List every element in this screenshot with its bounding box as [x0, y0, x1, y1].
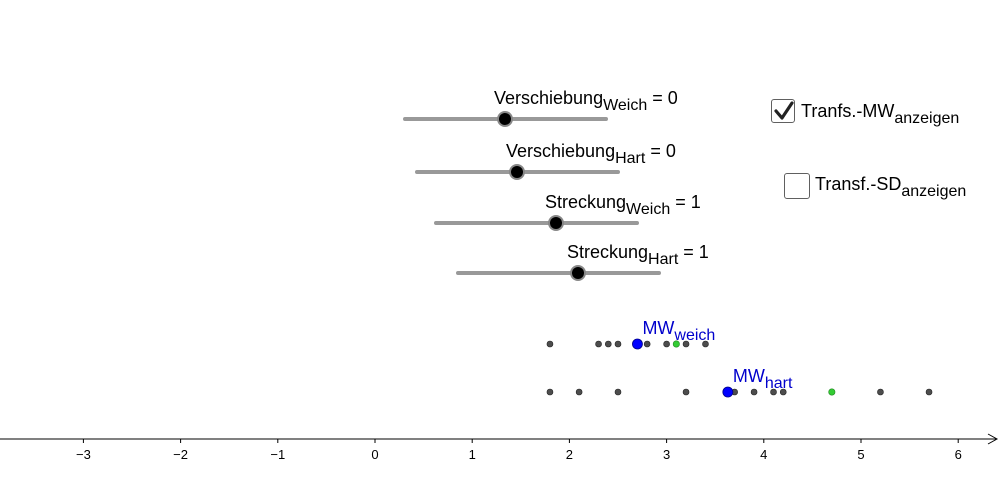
- x-axis-arrow-icon: [987, 433, 999, 445]
- transformed-mean-point[interactable]: [672, 340, 680, 348]
- x-tick-label: 6: [955, 447, 962, 462]
- mean-point[interactable]: [632, 338, 643, 350]
- mean-point[interactable]: [722, 386, 734, 398]
- data-point[interactable]: [702, 340, 709, 348]
- x-axis: −3 −2 −1 0 1 2 3 4 5 6: [0, 433, 999, 462]
- data-point[interactable]: [595, 340, 602, 348]
- slider-label: StreckungHart = 1: [567, 242, 709, 268]
- show-transf-sd-checkbox[interactable]: [784, 173, 810, 199]
- data-point-rows: MWweich MWhart: [546, 318, 933, 398]
- slider-knob[interactable]: [550, 217, 562, 229]
- x-tick-label: 4: [760, 447, 767, 462]
- data-point[interactable]: [682, 388, 690, 396]
- x-tick-label: 0: [371, 447, 378, 462]
- slider-label: VerschiebungHart = 0: [506, 141, 676, 167]
- slider-verschiebung-weich[interactable]: VerschiebungWeich = 0: [403, 88, 678, 127]
- data-point[interactable]: [925, 388, 933, 396]
- data-point[interactable]: [614, 340, 622, 348]
- slider-streckung-weich[interactable]: StreckungWeich = 1: [434, 192, 701, 231]
- data-point[interactable]: [643, 340, 651, 348]
- transformed-mean-point[interactable]: [828, 388, 836, 396]
- data-point[interactable]: [877, 388, 884, 396]
- x-tick-label: −3: [76, 447, 91, 462]
- x-tick-label: 3: [663, 447, 670, 462]
- slider-knob[interactable]: [511, 166, 523, 178]
- slider-label: StreckungWeich = 1: [545, 192, 701, 218]
- slider-knob[interactable]: [572, 267, 584, 279]
- data-point[interactable]: [575, 388, 583, 396]
- x-tick-label: −1: [270, 447, 285, 462]
- mean-label: MWweich: [642, 318, 715, 344]
- data-point[interactable]: [546, 388, 554, 396]
- slider-streckung-hart[interactable]: StreckungHart = 1: [456, 242, 709, 281]
- data-point[interactable]: [770, 388, 777, 396]
- slider-verschiebung-hart[interactable]: VerschiebungHart = 0: [415, 141, 676, 180]
- x-tick-label: 2: [566, 447, 573, 462]
- row-hart: MWhart: [546, 366, 933, 398]
- mean-label: MWhart: [733, 366, 793, 392]
- data-point[interactable]: [614, 388, 622, 396]
- data-point[interactable]: [682, 340, 690, 348]
- checkmark-icon: [774, 101, 794, 120]
- slider-label: VerschiebungWeich = 0: [494, 88, 678, 114]
- show-transf-sd-label[interactable]: Transf.-SDanzeigen: [815, 174, 967, 200]
- data-point[interactable]: [546, 340, 554, 348]
- row-weich: MWweich: [546, 318, 715, 350]
- x-tick-label: 5: [857, 447, 864, 462]
- x-tick-label: −2: [173, 447, 188, 462]
- x-axis-ticks: −3 −2 −1 0 1 2 3 4 5 6: [76, 439, 962, 462]
- x-tick-label: 1: [469, 447, 476, 462]
- data-point[interactable]: [663, 340, 670, 348]
- show-transf-mw-checkbox[interactable]: [771, 99, 795, 123]
- data-point[interactable]: [750, 388, 758, 396]
- data-point[interactable]: [779, 388, 787, 396]
- show-transf-mw-label[interactable]: Tranfs.-MWanzeigen: [801, 101, 960, 127]
- slider-knob[interactable]: [499, 113, 511, 125]
- data-point[interactable]: [604, 340, 612, 348]
